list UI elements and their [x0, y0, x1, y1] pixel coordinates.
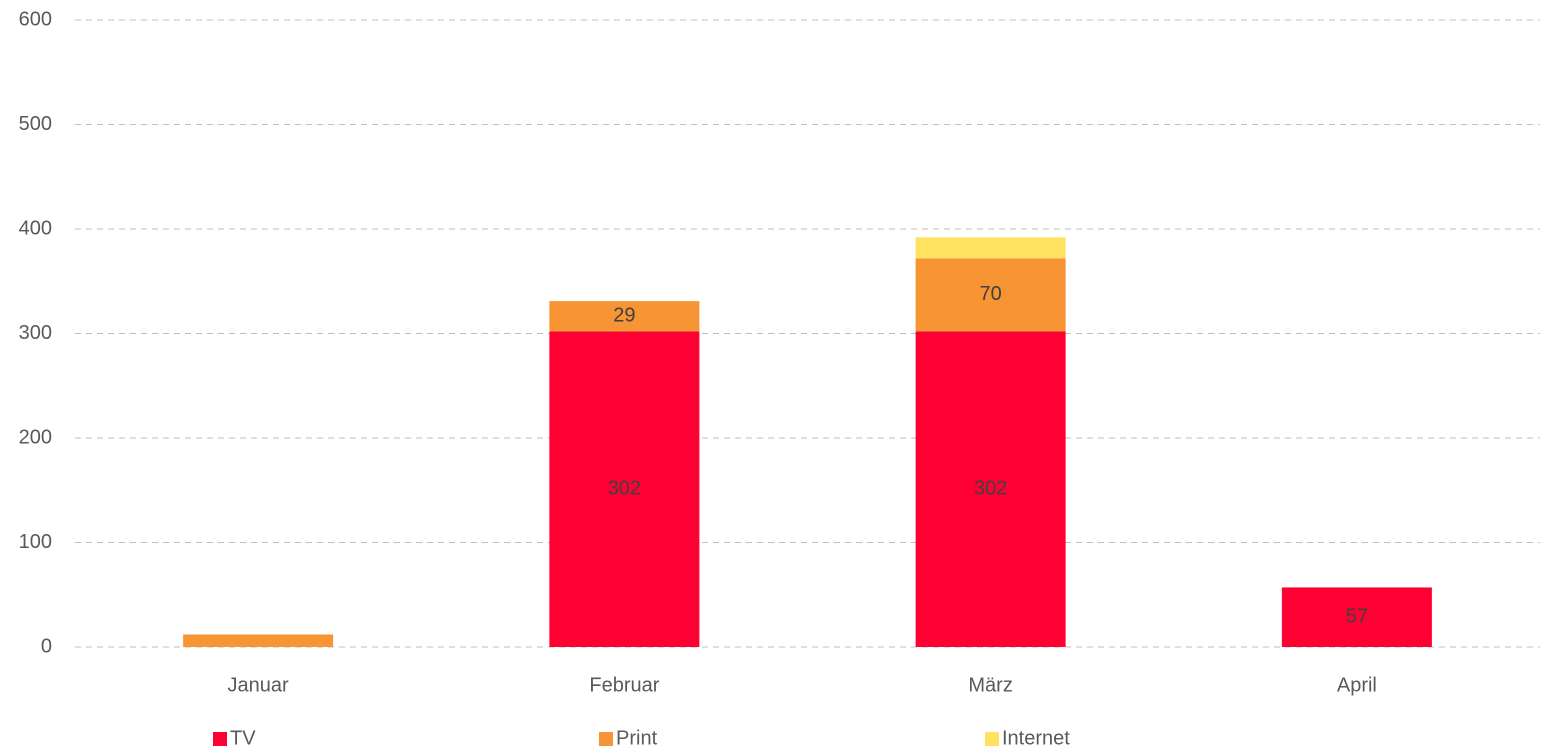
y-tick-label: 100 — [19, 531, 52, 553]
y-tick-label: 0 — [41, 635, 52, 657]
y-tick-label: 500 — [19, 113, 52, 135]
legend-swatch — [599, 732, 613, 746]
legend-label: TV — [230, 727, 256, 749]
data-label: 29 — [613, 305, 635, 327]
y-tick-label: 400 — [19, 217, 52, 239]
data-label: 302 — [608, 477, 641, 499]
legend-swatch — [213, 732, 227, 746]
legend-label: Internet — [1002, 727, 1070, 749]
bar-segment — [915, 331, 1066, 647]
bar-segment — [915, 258, 1066, 332]
y-tick-label: 300 — [19, 322, 52, 344]
x-tick-label: Januar — [228, 674, 289, 696]
x-tick-label: April — [1337, 674, 1377, 696]
y-tick-label: 600 — [19, 8, 52, 30]
data-label: 70 — [980, 283, 1002, 305]
y-tick-label: 200 — [19, 426, 52, 448]
bar-segment — [183, 634, 334, 647]
data-label: 57 — [1346, 605, 1368, 627]
bar-segment — [549, 301, 700, 332]
bar-segment — [915, 237, 1066, 259]
x-tick-label: Februar — [589, 674, 659, 696]
legend-swatch — [985, 732, 999, 746]
legend-label: Print — [616, 727, 658, 749]
x-tick-label: März — [968, 674, 1012, 696]
bar-segment — [1281, 587, 1432, 647]
data-label: 302 — [974, 477, 1007, 499]
bar-segment — [549, 331, 700, 647]
